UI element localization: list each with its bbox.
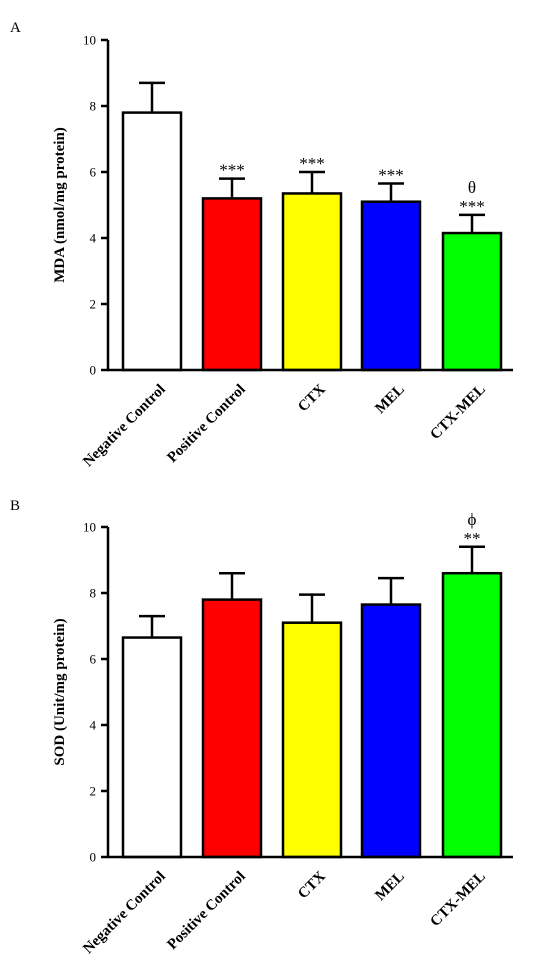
category-label: CTX — [295, 381, 329, 415]
panel-letter: A — [10, 20, 21, 36]
bar-ctx-mel — [441, 231, 503, 372]
significance-label: ** — [464, 529, 481, 548]
category-label: CTX — [295, 868, 329, 902]
bar-negative-control — [121, 636, 183, 859]
significance-label: *** — [299, 154, 325, 173]
significance-symbol: ϕ — [468, 510, 477, 529]
y-tick-label: 6 — [90, 652, 97, 667]
y-tick-label: 0 — [90, 850, 97, 865]
y-tick-label: 6 — [90, 165, 97, 180]
y-axis-title: SOD (Unit/mg protein) — [52, 618, 68, 765]
bar-mel — [360, 603, 422, 859]
bar-positive-control — [201, 197, 263, 372]
significance-label: *** — [459, 197, 485, 216]
category-label: Positive Control — [164, 382, 248, 466]
category-label: Positive Control — [164, 869, 248, 953]
category-label: CTX-MEL — [427, 382, 488, 443]
significance-label: *** — [378, 166, 404, 185]
panel-letter: B — [10, 498, 20, 514]
y-tick-label: 8 — [90, 99, 97, 114]
y-tick-label: 2 — [90, 297, 97, 312]
bar-ctx — [281, 621, 343, 859]
bar-mel — [360, 200, 422, 372]
y-tick-label: 0 — [90, 363, 97, 378]
y-tick-label: 4 — [90, 718, 97, 733]
bar-ctx — [281, 192, 343, 372]
bar-ctx-mel — [441, 571, 503, 859]
y-tick-label: 8 — [90, 586, 97, 601]
significance-label: *** — [219, 161, 245, 180]
significance-symbol: θ — [468, 178, 476, 197]
y-tick-label: 2 — [90, 784, 97, 799]
bar-negative-control — [121, 111, 183, 372]
y-axis-title: MDA (nmol/mg protein) — [52, 127, 68, 283]
category-label: Negative Control — [80, 869, 169, 958]
category-label: MEL — [372, 869, 407, 904]
y-tick-label: 10 — [83, 33, 96, 48]
y-tick-label: 4 — [90, 231, 97, 246]
bar-positive-control — [201, 598, 263, 859]
panel-b: B **ϕ 0 2 4 6 8 10 SOD (Unit/mg protein) Negative… — [10, 498, 513, 957]
category-label: CTX-MEL — [427, 869, 488, 930]
category-label: Negative Control — [80, 382, 169, 471]
y-tick-label: 10 — [83, 520, 96, 535]
category-label: MEL — [372, 382, 407, 417]
